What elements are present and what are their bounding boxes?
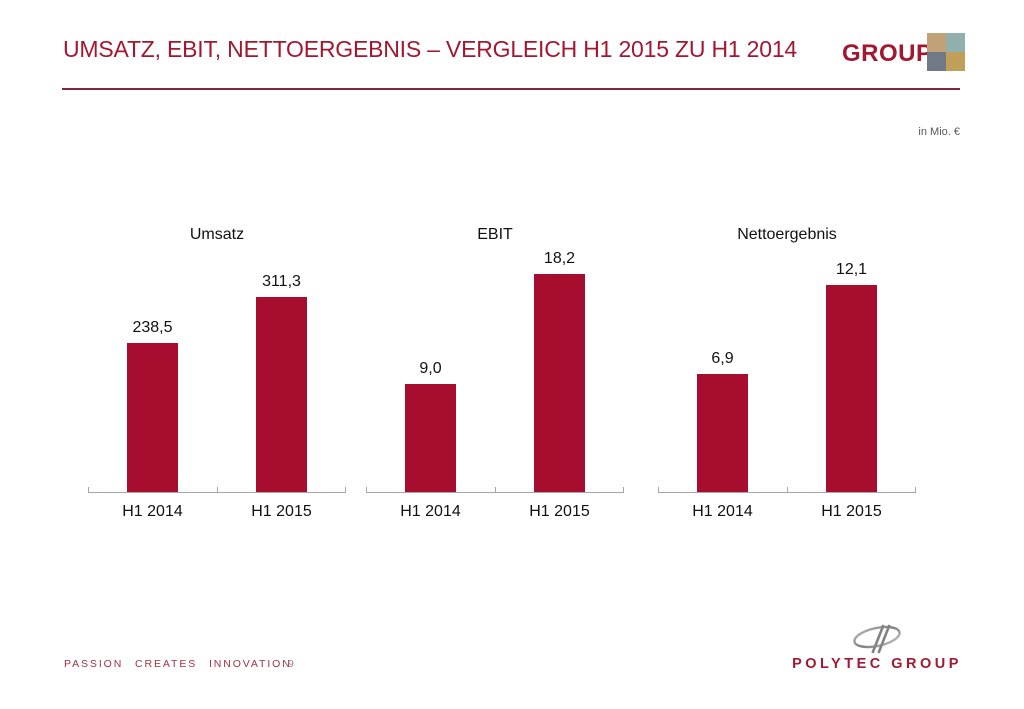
- category-label: H1 2014: [400, 503, 461, 520]
- axis-tick: [623, 487, 624, 492]
- chart-title: EBIT: [477, 226, 513, 243]
- bar-ebit-h1-2015: [534, 274, 585, 492]
- title-divider: [62, 88, 960, 90]
- brand-group-label: GROUP: [842, 40, 933, 67]
- category-label: H1 2015: [821, 503, 882, 520]
- unit-note: in Mio. €: [918, 126, 960, 138]
- polytec-logo: POLYTEC GROUP: [789, 624, 965, 672]
- category-label: H1 2015: [251, 503, 312, 520]
- x-axis-line: [658, 492, 916, 493]
- axis-tick: [88, 487, 89, 492]
- axis-tick: [217, 487, 218, 492]
- bar-umsatz-h1-2014: [127, 343, 178, 492]
- chart-title: Umsatz: [189, 226, 245, 243]
- bar-value-label: 12,1: [835, 261, 868, 278]
- bar-value-label: 238,5: [132, 319, 173, 336]
- x-axis-line: [88, 492, 346, 493]
- axis-tick: [658, 487, 659, 492]
- bar-nettoergebnis-h1-2015: [826, 285, 877, 492]
- axis-tick: [345, 487, 346, 492]
- brand-logo-square-1: [927, 33, 946, 52]
- bar-value-label: 18,2: [543, 250, 576, 267]
- chart-umsatz: Umsatz 238,5 H1 2014 311,3 H1 2015: [88, 220, 346, 530]
- bar-umsatz-h1-2015: [256, 297, 307, 492]
- bar-nettoergebnis-h1-2014: [697, 374, 748, 492]
- chart-nettoergebnis: Nettoergebnis 6,9 H1 2014 12,1 H1 2015: [658, 220, 916, 530]
- category-label: H1 2014: [122, 503, 183, 520]
- brand-logo-square-2: [946, 33, 965, 52]
- axis-tick: [366, 487, 367, 492]
- bar-value-label: 6,9: [711, 350, 734, 367]
- axis-tick: [915, 487, 916, 492]
- chart-title: Nettoergebnis: [737, 226, 837, 243]
- chart-ebit: EBIT 9,0 H1 2014 18,2 H1 2015: [366, 220, 624, 530]
- page-title: UMSATZ, EBIT, NETTOERGEBNIS – VERGLEICH …: [63, 36, 798, 62]
- axis-tick: [495, 487, 496, 492]
- brand-logo-icon: [927, 33, 965, 71]
- bar-value-label: 311,3: [262, 273, 301, 290]
- footer-tagline: PASSION CREATES INNOVATION: [64, 658, 292, 670]
- x-axis-line: [366, 492, 624, 493]
- brand-logo-square-4: [946, 52, 965, 71]
- brand-logo-square-3: [927, 52, 946, 71]
- bar-ebit-h1-2014: [405, 384, 456, 492]
- axis-tick: [787, 487, 788, 492]
- category-label: H1 2014: [692, 503, 753, 520]
- page-number: 9: [288, 658, 294, 670]
- polytec-emblem-icon: [853, 624, 901, 654]
- category-label: H1 2015: [529, 503, 590, 520]
- bar-value-label: 9,0: [419, 360, 442, 377]
- polytec-brand-label: POLYTEC GROUP: [792, 656, 962, 672]
